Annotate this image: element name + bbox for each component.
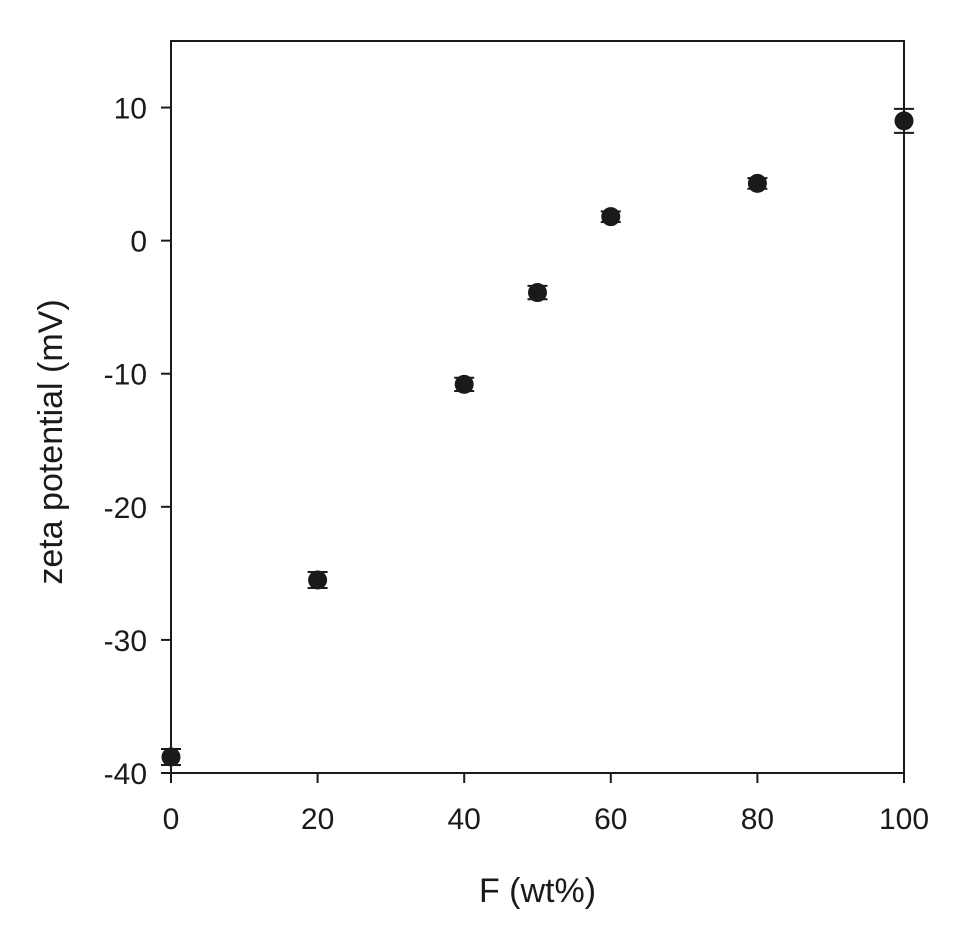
x-tick-label: 60 [594, 803, 627, 836]
x-axis-title: F (wt%) [479, 872, 596, 910]
data-point [747, 173, 767, 193]
x-tick-label: 20 [301, 803, 334, 836]
plot-frame [170, 40, 905, 774]
x-tick-label: 80 [741, 803, 774, 836]
y-tick-label: -40 [104, 758, 147, 791]
data-point [601, 207, 621, 227]
error-bars-layer [161, 107, 914, 767]
data-points-layer [161, 111, 914, 767]
y-tick-label: -10 [104, 359, 147, 392]
x-tick-label: 0 [163, 803, 180, 836]
y-axis-title: zeta potential (mV) [32, 299, 70, 584]
data-point [528, 283, 547, 303]
y-tick-label: -20 [104, 492, 147, 525]
y-tick-label: 10 [114, 93, 147, 126]
x-tick-label: 100 [879, 803, 929, 836]
ticks-layer: 0 20 40 60 80 100 -40 -30 -20 -10 0 10 [104, 93, 929, 836]
data-point [308, 570, 328, 590]
data-point [454, 374, 474, 394]
y-tick-label: 0 [130, 226, 147, 259]
y-tick-label: -30 [104, 625, 147, 658]
x-tick-label: 40 [448, 803, 481, 836]
